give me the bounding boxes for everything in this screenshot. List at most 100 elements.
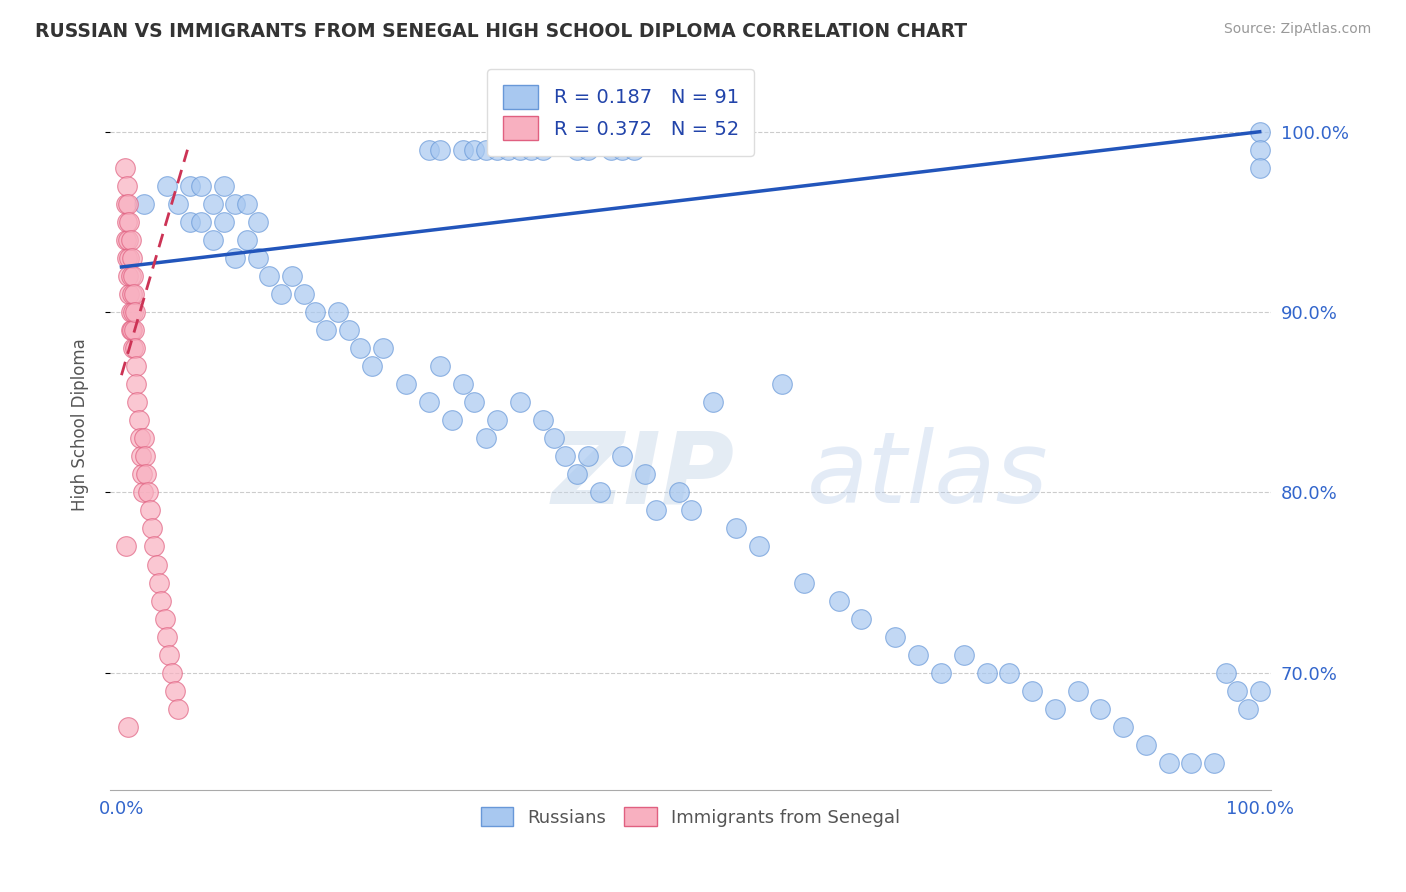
Point bbox=[115, 540, 138, 554]
Point bbox=[907, 648, 929, 662]
Point bbox=[224, 251, 246, 265]
Point bbox=[1157, 756, 1180, 770]
Point bbox=[122, 287, 145, 301]
Point bbox=[1112, 720, 1135, 734]
Point bbox=[167, 702, 190, 716]
Point bbox=[395, 377, 418, 392]
Point bbox=[1021, 683, 1043, 698]
Point bbox=[129, 450, 152, 464]
Point bbox=[1066, 683, 1088, 698]
Point bbox=[418, 395, 440, 409]
Text: atlas: atlas bbox=[807, 427, 1049, 524]
Point bbox=[120, 268, 142, 283]
Point bbox=[463, 395, 485, 409]
Point bbox=[884, 630, 907, 644]
Y-axis label: High School Diploma: High School Diploma bbox=[72, 338, 89, 511]
Point bbox=[600, 143, 623, 157]
Point bbox=[115, 251, 138, 265]
Point bbox=[157, 648, 180, 662]
Point bbox=[1180, 756, 1202, 770]
Point bbox=[115, 215, 138, 229]
Point bbox=[1249, 683, 1271, 698]
Point bbox=[125, 359, 148, 373]
Point bbox=[118, 215, 141, 229]
Point bbox=[127, 395, 149, 409]
Point bbox=[429, 359, 451, 373]
Point bbox=[121, 323, 143, 337]
Point bbox=[124, 305, 146, 319]
Point bbox=[612, 143, 634, 157]
Point bbox=[451, 377, 474, 392]
Point bbox=[725, 521, 748, 535]
Point bbox=[134, 450, 156, 464]
Point bbox=[998, 665, 1021, 680]
Point bbox=[1204, 756, 1226, 770]
Point bbox=[281, 268, 304, 283]
Point bbox=[224, 197, 246, 211]
Point bbox=[565, 467, 588, 482]
Point bbox=[270, 287, 292, 301]
Point bbox=[952, 648, 974, 662]
Point bbox=[128, 413, 150, 427]
Point bbox=[117, 268, 139, 283]
Point bbox=[156, 630, 179, 644]
Point bbox=[141, 521, 163, 535]
Point bbox=[509, 143, 531, 157]
Point bbox=[929, 665, 952, 680]
Point bbox=[201, 233, 224, 247]
Point bbox=[145, 558, 167, 572]
Point bbox=[474, 143, 496, 157]
Point bbox=[190, 215, 212, 229]
Point bbox=[121, 268, 143, 283]
Point bbox=[160, 665, 183, 680]
Point bbox=[148, 575, 170, 590]
Point bbox=[125, 377, 148, 392]
Point bbox=[247, 215, 270, 229]
Point bbox=[120, 323, 142, 337]
Point bbox=[793, 575, 815, 590]
Point bbox=[132, 485, 155, 500]
Point bbox=[337, 323, 360, 337]
Point bbox=[212, 215, 235, 229]
Point bbox=[360, 359, 382, 373]
Point bbox=[1226, 683, 1249, 698]
Point bbox=[292, 287, 315, 301]
Text: Source: ZipAtlas.com: Source: ZipAtlas.com bbox=[1223, 22, 1371, 37]
Point bbox=[486, 413, 509, 427]
Point bbox=[612, 450, 634, 464]
Point bbox=[121, 341, 143, 355]
Point bbox=[259, 268, 281, 283]
Point bbox=[565, 143, 588, 157]
Point bbox=[118, 287, 141, 301]
Point bbox=[748, 540, 770, 554]
Point bbox=[463, 143, 485, 157]
Point bbox=[702, 395, 724, 409]
Point bbox=[1249, 143, 1271, 157]
Point bbox=[1215, 665, 1237, 680]
Point bbox=[122, 323, 145, 337]
Point bbox=[121, 251, 143, 265]
Point bbox=[115, 178, 138, 193]
Point bbox=[115, 233, 138, 247]
Text: ZIP: ZIP bbox=[551, 427, 734, 524]
Point bbox=[1237, 702, 1260, 716]
Point bbox=[440, 413, 463, 427]
Point bbox=[120, 233, 142, 247]
Point bbox=[134, 197, 156, 211]
Point bbox=[326, 305, 349, 319]
Point bbox=[543, 431, 565, 445]
Point bbox=[1090, 702, 1112, 716]
Point bbox=[509, 395, 531, 409]
Point bbox=[117, 233, 139, 247]
Point bbox=[212, 178, 235, 193]
Point bbox=[554, 450, 576, 464]
Point bbox=[1249, 125, 1271, 139]
Point bbox=[520, 143, 543, 157]
Point bbox=[531, 413, 554, 427]
Point bbox=[498, 143, 520, 157]
Point bbox=[115, 197, 138, 211]
Point bbox=[117, 720, 139, 734]
Point bbox=[128, 431, 150, 445]
Point bbox=[135, 467, 157, 482]
Point bbox=[134, 431, 156, 445]
